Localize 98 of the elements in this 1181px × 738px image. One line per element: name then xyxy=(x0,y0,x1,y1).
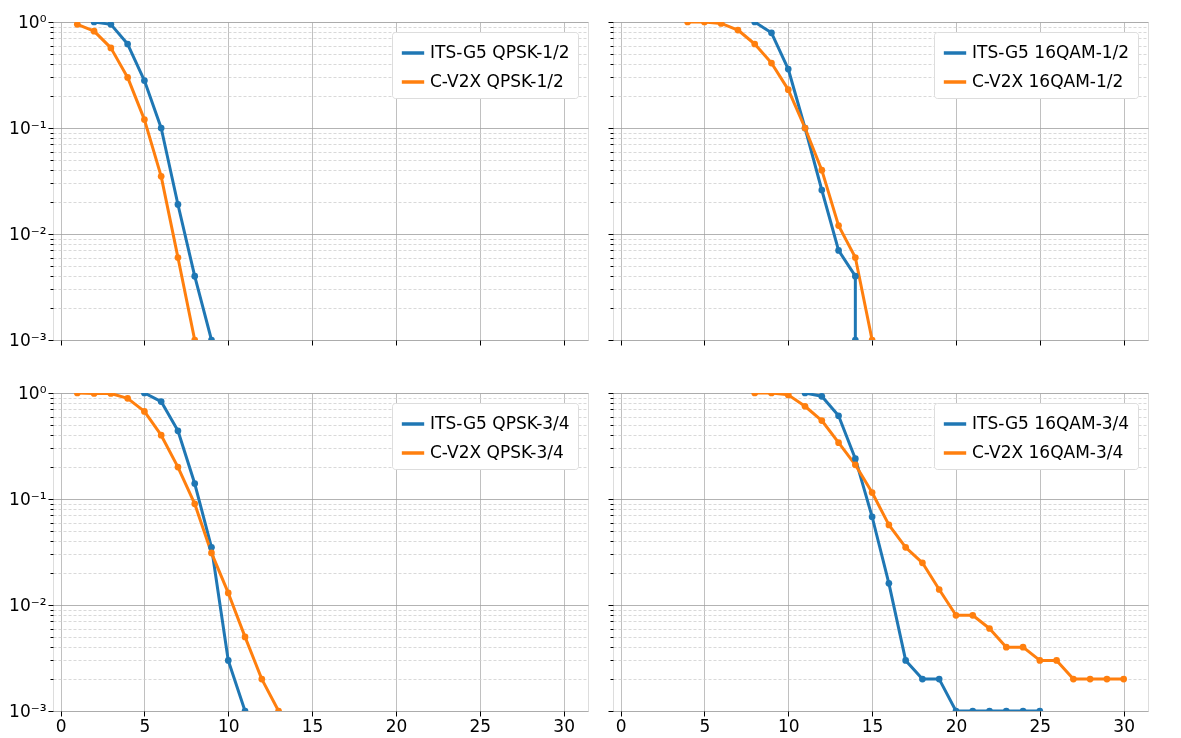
point xyxy=(90,27,98,35)
x-tick-label: 10 xyxy=(217,715,240,736)
point xyxy=(851,455,859,463)
point xyxy=(124,40,131,48)
point xyxy=(919,675,926,683)
point xyxy=(157,172,165,180)
point xyxy=(851,272,859,280)
x-tick-label: 10 xyxy=(777,715,800,736)
point xyxy=(851,254,859,261)
point xyxy=(902,543,910,551)
point xyxy=(868,489,876,496)
point xyxy=(952,611,960,619)
point xyxy=(1002,643,1010,651)
point xyxy=(835,439,842,447)
point xyxy=(124,74,131,81)
x-tick-label: 25 xyxy=(469,715,492,736)
point xyxy=(935,675,943,683)
x-tick-label: 25 xyxy=(1029,715,1052,736)
point xyxy=(801,402,809,410)
y-tick-label: 10⁻³ xyxy=(9,700,47,721)
point xyxy=(1120,675,1128,683)
point xyxy=(258,675,266,683)
x-tick-label: 30 xyxy=(553,715,575,736)
x-tick-label: 15 xyxy=(301,715,324,736)
x-tick-label: 5 xyxy=(699,715,711,736)
legend-label: ITS-G5 16QAM-3/4 xyxy=(972,413,1130,433)
y-tick-label: 10⁻¹ xyxy=(9,488,47,509)
x-tick-label: 30 xyxy=(1113,715,1135,736)
point xyxy=(141,408,148,415)
point xyxy=(174,427,182,435)
point xyxy=(1103,675,1111,683)
y-tick-label: 10⁻² xyxy=(9,223,47,244)
y-tick-label: 10⁰ xyxy=(18,382,47,403)
point xyxy=(835,412,842,420)
point xyxy=(191,272,199,280)
point xyxy=(157,431,165,439)
y-tick-label: 10⁻¹ xyxy=(9,117,47,138)
point xyxy=(818,166,826,174)
point xyxy=(902,657,910,664)
point xyxy=(174,463,182,471)
point xyxy=(969,611,977,619)
point xyxy=(174,201,182,208)
legend-label: ITS-G5 16QAM-1/2 xyxy=(972,42,1130,62)
point xyxy=(935,586,943,593)
point xyxy=(1070,675,1077,683)
point xyxy=(1053,657,1060,664)
point xyxy=(1086,675,1094,683)
point xyxy=(851,461,859,469)
x-tick-label: 5 xyxy=(139,715,151,736)
point xyxy=(784,86,792,93)
point xyxy=(818,393,826,400)
legend-label: C-V2X QPSK-3/4 xyxy=(430,442,564,462)
point xyxy=(141,77,148,84)
point xyxy=(919,559,926,567)
point xyxy=(885,521,893,529)
y-tick-label: 10⁻³ xyxy=(9,329,47,350)
point xyxy=(191,480,199,487)
point xyxy=(208,549,215,557)
point xyxy=(124,395,131,402)
point xyxy=(224,657,232,664)
point xyxy=(818,186,826,194)
point xyxy=(1019,643,1027,651)
x-tick-label: 20 xyxy=(385,715,408,736)
point xyxy=(107,44,115,52)
y-tick-label: 10⁻² xyxy=(9,594,47,615)
point xyxy=(191,500,199,508)
point xyxy=(157,124,165,132)
point xyxy=(835,222,842,229)
point xyxy=(868,513,876,521)
point xyxy=(157,398,165,405)
point xyxy=(1036,657,1044,664)
legend-label: ITS-G5 QPSK-1/2 xyxy=(430,42,570,62)
point xyxy=(885,580,893,587)
point xyxy=(107,22,115,28)
point xyxy=(734,26,742,34)
x-tick-label: 0 xyxy=(615,715,627,736)
point xyxy=(224,589,232,597)
point xyxy=(835,247,842,254)
point xyxy=(241,633,249,641)
point xyxy=(768,59,775,67)
point xyxy=(784,65,792,73)
x-tick-label: 20 xyxy=(945,715,968,736)
x-tick-label: 15 xyxy=(861,715,884,736)
legend-label: C-V2X QPSK-1/2 xyxy=(430,71,564,91)
legend-label: C-V2X 16QAM-1/2 xyxy=(972,71,1124,91)
point xyxy=(784,393,792,399)
x-tick-label: 0 xyxy=(55,715,67,736)
point xyxy=(751,40,759,48)
point xyxy=(768,29,775,37)
point xyxy=(73,22,81,28)
point xyxy=(141,116,148,123)
y-tick-label: 10⁰ xyxy=(18,11,47,32)
legend-label: C-V2X 16QAM-3/4 xyxy=(972,442,1124,462)
point xyxy=(818,417,826,424)
point xyxy=(174,254,182,261)
point xyxy=(208,543,215,551)
point xyxy=(986,625,993,632)
legend-label: ITS-G5 QPSK-3/4 xyxy=(430,413,570,433)
